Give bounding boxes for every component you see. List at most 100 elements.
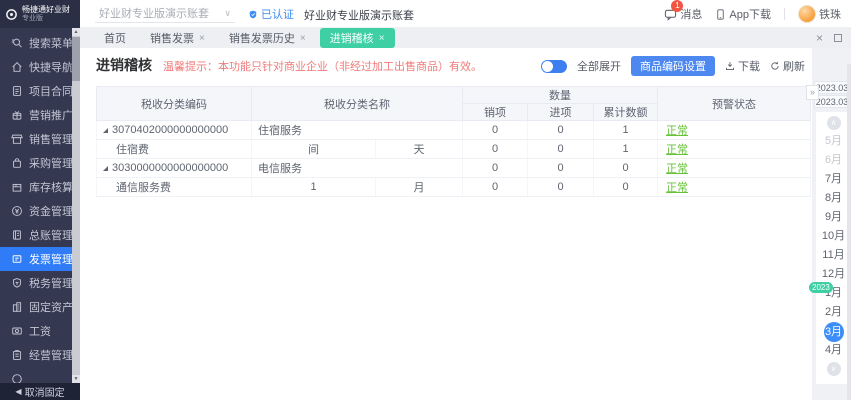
table-row-group[interactable]: 3030000000000000000 电信服务 0 0 0 正常 xyxy=(96,158,812,178)
tab-sales-invoice-history[interactable]: 销售发票历史 × xyxy=(219,28,316,48)
app-download-button[interactable]: App下载 xyxy=(715,6,771,22)
chevron-down-icon: ∨ xyxy=(224,7,231,18)
sidebar-item-tax-management[interactable]: 税务管理 xyxy=(0,271,80,295)
logo-subtitle: 专业版 xyxy=(22,14,43,22)
scroll-up-icon[interactable]: ▲ xyxy=(72,28,80,36)
account-select[interactable]: 好业财专业版演示账套 ∨ xyxy=(95,4,235,23)
tax-code: 3070402000000000000 xyxy=(112,124,229,136)
audit-table: 税收分类编码 税收分类名称 数量 预警状态 销项 进项 累计数额 3070402… xyxy=(96,86,812,197)
sidebar-item-label: 工资 xyxy=(29,326,51,338)
sidebar-item-fixed-assets[interactable]: 固定资产 xyxy=(0,295,80,319)
sidebar-item-label: 经营管理 xyxy=(29,350,73,362)
shield-icon xyxy=(249,10,257,18)
unit-b: 月 xyxy=(375,177,463,197)
sidebar-scrollbar[interactable]: ▲ ▼ xyxy=(72,28,80,383)
close-tabs-icon[interactable]: × xyxy=(815,31,823,45)
month-nav-up-icon[interactable]: ∧ xyxy=(826,116,841,130)
expand-caret-icon[interactable] xyxy=(103,165,108,171)
search-icon xyxy=(11,38,22,48)
month-item[interactable]: 9月 xyxy=(824,211,843,223)
period-start-box[interactable]: 2023.03 xyxy=(814,81,850,94)
month-item[interactable]: 11月 xyxy=(822,249,845,261)
sidebar-item-label: 营销推广 xyxy=(29,110,73,122)
tab-close-icon[interactable]: × xyxy=(299,32,306,44)
page-scrollbar[interactable] xyxy=(847,64,851,400)
scrollbar-thumb[interactable] xyxy=(72,37,80,81)
sidebar-item-label: 发票管理 xyxy=(29,254,73,266)
month-item[interactable]: 12月 xyxy=(821,268,846,280)
month-item[interactable]: 2月 xyxy=(824,306,843,318)
status-link[interactable]: 正常 xyxy=(666,144,689,156)
fullscreen-icon[interactable] xyxy=(834,34,842,42)
month-item[interactable]: 7月 xyxy=(824,173,843,185)
total-qty: 1 xyxy=(593,139,659,159)
page-hint: 温馨提示：本功能只针对商业企业（非经过加工出售商品）有效。 xyxy=(163,61,482,73)
month-nav-down-icon[interactable]: ∨ xyxy=(826,362,841,376)
month-item[interactable]: 8月 xyxy=(824,192,843,204)
month-panel: ∧ 5月 6月 7月 8月 9月 10月 11月 12月 1月 2月 3月 4月… xyxy=(809,112,851,384)
sidebar-item-quick-nav[interactable]: 快捷导航 xyxy=(0,55,80,79)
product-code-settings-button[interactable]: 商品编码设置 xyxy=(631,56,715,76)
table-row-child[interactable]: 通信服务费 1 月 0 0 0 正常 xyxy=(96,177,812,197)
col-header-quantity-group: 数量 xyxy=(461,86,659,104)
tab-label: 销售发票历史 xyxy=(228,33,295,45)
chat-bubble-icon xyxy=(665,9,677,21)
status-link[interactable]: 正常 xyxy=(666,125,689,137)
output-qty: 0 xyxy=(462,139,528,159)
sidebar-item-inventory-accounting[interactable]: 库存核算 xyxy=(0,175,80,199)
sidebar-item-label: 库存核算 xyxy=(29,182,73,194)
sidebar-item-invoice-management[interactable]: 发票管理 xyxy=(0,247,80,271)
tax-name: 住宿服务 xyxy=(251,120,463,140)
status-link[interactable]: 正常 xyxy=(666,182,689,194)
input-qty: 0 xyxy=(527,120,594,140)
panel-expand-icon[interactable]: » xyxy=(806,85,819,100)
input-qty: 0 xyxy=(527,158,594,178)
download-button[interactable]: 下载 xyxy=(725,58,760,74)
month-item[interactable]: 4月 xyxy=(824,344,843,356)
table-row-group[interactable]: 3070402000000000000 住宿服务 0 0 1 正常 xyxy=(96,120,812,140)
tab-sales-invoice[interactable]: 销售发票 × xyxy=(140,28,215,48)
unpin-sidebar-button[interactable]: ◀ 取消固定 xyxy=(0,383,80,400)
sidebar-item-payroll[interactable]: 工资 xyxy=(0,319,80,343)
month-item[interactable]: 10月 xyxy=(821,230,846,242)
output-qty: 0 xyxy=(462,158,528,178)
total-qty: 0 xyxy=(593,177,659,197)
scroll-down-icon[interactable]: ▼ xyxy=(72,375,80,383)
user-menu[interactable]: 铁珠 xyxy=(798,5,841,23)
sidebar-item-label: 固定资产 xyxy=(29,302,73,314)
sidebar-item-search-menu[interactable]: 搜索菜单 xyxy=(0,31,80,55)
expand-all-toggle[interactable] xyxy=(541,59,567,73)
sidebar-item-business-management[interactable]: 经营管理 xyxy=(0,343,80,367)
message-label: 消息 xyxy=(680,9,703,21)
expand-caret-icon[interactable] xyxy=(103,127,108,133)
sidebar-item-funds-management[interactable]: 资金管理 xyxy=(0,199,80,223)
col-header-warning-status: 预警状态 xyxy=(657,86,812,121)
building-icon xyxy=(12,302,22,312)
tab-close-icon[interactable]: × xyxy=(199,32,205,44)
sidebar-item-general-ledger[interactable]: 总账管理 xyxy=(0,223,80,247)
tax-shield-icon xyxy=(13,278,21,288)
tax-name: 电信服务 xyxy=(251,158,463,178)
top-header: 畅捷通好业财 专业版 好业财专业版演示账套 ∨ 已认证 好业财专业版演示账套 消… xyxy=(0,0,851,28)
table-row-child[interactable]: 住宿费 间 天 0 0 1 正常 xyxy=(96,139,812,159)
sidebar-item-marketing[interactable]: 营销推广 xyxy=(0,103,80,127)
shop-icon xyxy=(11,134,23,144)
status-link[interactable]: 正常 xyxy=(666,163,689,175)
tab-purchase-sales-audit[interactable]: 进销稽核 × xyxy=(319,28,395,48)
account-select-value: 好业财专业版演示账套 xyxy=(99,8,209,20)
download-icon xyxy=(726,62,734,70)
sidebar-item-project-contract[interactable]: 项目合同 xyxy=(0,79,80,103)
sidebar-item-label: 快捷导航 xyxy=(29,62,73,74)
tab-close-icon[interactable]: × xyxy=(378,32,385,44)
money-icon xyxy=(12,327,22,335)
message-button[interactable]: 消息 1 xyxy=(664,0,703,22)
month-item-selected[interactable]: 3月 xyxy=(816,322,851,342)
refresh-button[interactable]: 刷新 xyxy=(770,58,805,74)
tab-home[interactable]: 首页 xyxy=(94,28,136,48)
sidebar-item-purchase-management[interactable]: 采购管理 xyxy=(0,151,80,175)
sidebar-item-sales-management[interactable]: 销售管理 xyxy=(0,127,80,151)
sidebar-item-label: 采购管理 xyxy=(29,158,73,170)
output-qty: 0 xyxy=(462,177,528,197)
period-end-box[interactable]: 2023.03 xyxy=(814,95,850,108)
